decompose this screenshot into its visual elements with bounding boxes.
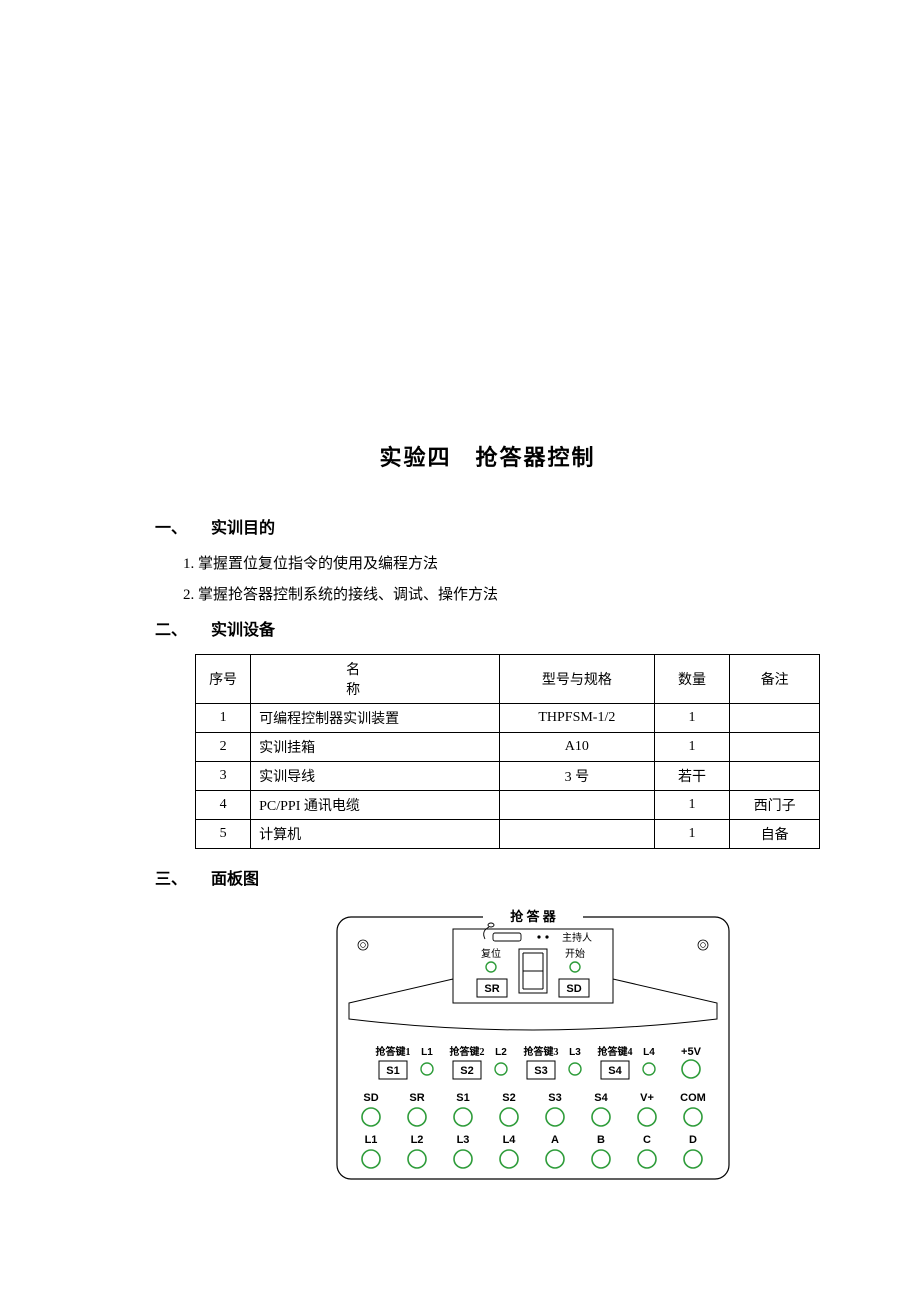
cell-qty: 1 xyxy=(654,733,730,762)
answer-button-text: S3 xyxy=(534,1065,547,1077)
section-num-3: 三、 xyxy=(155,865,207,889)
reset-label: 复位 xyxy=(481,947,501,960)
table-row: 1 可编程控制器实训装置 THPFSM-1/2 1 xyxy=(196,704,820,733)
cell-name: 可编程控制器实训装置 xyxy=(251,704,500,733)
section-equipment: 二、 实训设备 xyxy=(155,616,820,640)
th-spec: 型号与规格 xyxy=(500,655,654,704)
terminal-label: SD xyxy=(363,1092,378,1104)
section-num-1: 一、 xyxy=(155,514,207,538)
section-label-2: 实训设备 xyxy=(211,622,275,639)
terminal-label: L3 xyxy=(457,1134,470,1146)
terminal-label: L2 xyxy=(411,1134,424,1146)
sd-text: SD xyxy=(566,983,581,995)
terminal-label: S4 xyxy=(594,1092,608,1104)
terminal-label: C xyxy=(643,1134,651,1146)
cell-spec: 3 号 xyxy=(500,762,654,791)
terminal-label: V+ xyxy=(640,1092,654,1104)
terminal-label: D xyxy=(689,1134,697,1146)
cell-qty: 1 xyxy=(654,820,730,849)
answer-key-label: 抢答键1 xyxy=(376,1045,411,1058)
answer-led-label: L4 xyxy=(643,1047,655,1058)
terminal-label: SR xyxy=(409,1092,424,1104)
cell-name: 计算机 xyxy=(251,820,500,849)
terminal-label: L4 xyxy=(503,1134,517,1146)
th-qty: 数量 xyxy=(654,655,730,704)
cell-name: 实训导线 xyxy=(251,762,500,791)
cell-seq: 4 xyxy=(196,791,251,820)
answer-led-label: L1 xyxy=(421,1047,433,1058)
cell-note: 自备 xyxy=(730,820,820,849)
cell-spec xyxy=(500,820,654,849)
cell-note: 西门子 xyxy=(730,791,820,820)
table-row: 4 PC/PPI 通讯电缆 1 西门子 xyxy=(196,791,820,820)
cell-spec: A10 xyxy=(500,733,654,762)
cell-note xyxy=(730,733,820,762)
answer-led-label: L3 xyxy=(569,1047,581,1058)
section-label-3: 面板图 xyxy=(211,871,259,888)
answer-led-label: L2 xyxy=(495,1047,507,1058)
table-row: 3 实训导线 3 号 若干 xyxy=(196,762,820,791)
th-name: 名 称 xyxy=(251,655,500,704)
objective-item: 1. 掌握置位复位指令的使用及编程方法 xyxy=(183,552,820,573)
terminal-label: S1 xyxy=(456,1092,469,1104)
start-label: 开始 xyxy=(565,947,585,960)
answer-key-label: 抢答键4 xyxy=(598,1045,633,1058)
dot-icon xyxy=(537,935,540,938)
answer-key-label: 抢答键3 xyxy=(524,1045,559,1058)
section-num-2: 二、 xyxy=(155,616,207,640)
table-row: 2 实训挂箱 A10 1 xyxy=(196,733,820,762)
cell-note xyxy=(730,762,820,791)
cell-spec: THPFSM-1/2 xyxy=(500,704,654,733)
section-panel: 三、 面板图 xyxy=(155,865,820,889)
panel-svg: 抢 答 器 主持人 xyxy=(333,903,733,1183)
cell-seq: 1 xyxy=(196,704,251,733)
cell-seq: 5 xyxy=(196,820,251,849)
th-note: 备注 xyxy=(730,655,820,704)
cell-seq: 2 xyxy=(196,733,251,762)
cell-qty: 1 xyxy=(654,791,730,820)
cell-spec xyxy=(500,791,654,820)
answer-button-text: S2 xyxy=(460,1065,473,1077)
terminal-label: L1 xyxy=(365,1134,378,1146)
section-label-1: 实训目的 xyxy=(211,520,275,537)
table-row: 5 计算机 1 自备 xyxy=(196,820,820,849)
answer-button-text: S1 xyxy=(386,1065,399,1077)
objective-item: 2. 掌握抢答器控制系统的接线、调试、操作方法 xyxy=(183,583,820,604)
table-header-row: 序号 名 称 型号与规格 数量 备注 xyxy=(196,655,820,704)
page-title: 实验四 抢答器控制 xyxy=(155,440,820,472)
terminal-label: COM xyxy=(680,1092,706,1104)
terminal-label: A xyxy=(551,1134,559,1146)
cell-qty: 若干 xyxy=(654,762,730,791)
dot-icon xyxy=(545,935,548,938)
host-label: 主持人 xyxy=(562,931,592,944)
plus5v-label: +5V xyxy=(681,1046,702,1058)
answer-key-label: 抢答键2 xyxy=(450,1045,485,1058)
cell-name: 实训挂箱 xyxy=(251,733,500,762)
terminal-label: S2 xyxy=(502,1092,515,1104)
equipment-table: 序号 名 称 型号与规格 数量 备注 1 可编程控制器实训装置 THPFSM-1… xyxy=(195,654,820,849)
answer-button-text: S4 xyxy=(608,1065,622,1077)
cell-name: PC/PPI 通讯电缆 xyxy=(251,791,500,820)
th-seq: 序号 xyxy=(196,655,251,704)
sr-text: SR xyxy=(484,983,499,995)
terminal-label: B xyxy=(597,1134,605,1146)
panel-diagram: 抢 答 器 主持人 xyxy=(333,903,820,1183)
terminal-label: S3 xyxy=(548,1092,561,1104)
section-objectives: 一、 实训目的 xyxy=(155,514,820,538)
cell-qty: 1 xyxy=(654,704,730,733)
cell-seq: 3 xyxy=(196,762,251,791)
panel-title: 抢 答 器 xyxy=(510,909,557,924)
cell-note xyxy=(730,704,820,733)
